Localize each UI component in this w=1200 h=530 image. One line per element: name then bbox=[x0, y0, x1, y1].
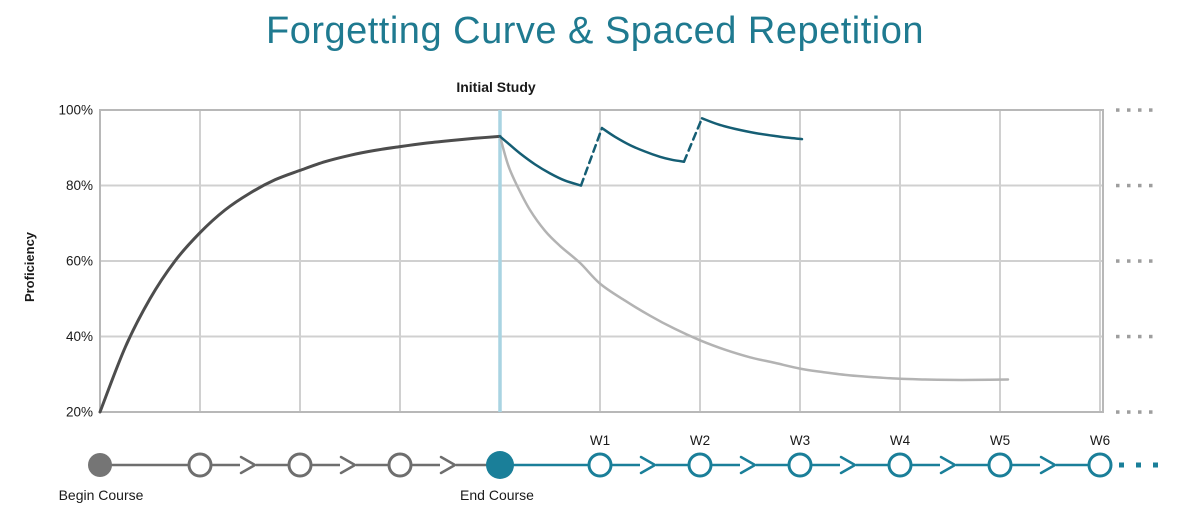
y-tick-label: 80% bbox=[66, 178, 93, 193]
y-tick-label: 60% bbox=[66, 254, 93, 269]
review-week-node bbox=[787, 452, 813, 478]
week-label: W6 bbox=[1090, 433, 1110, 448]
timeline-ellipsis-dot bbox=[1136, 462, 1141, 468]
course-session-node bbox=[287, 452, 313, 478]
course-session-node bbox=[187, 452, 213, 478]
timeline-ellipsis-dot bbox=[1153, 462, 1158, 468]
grid-dot bbox=[1116, 410, 1120, 414]
week-label: W2 bbox=[690, 433, 710, 448]
gridlines bbox=[100, 109, 1103, 413]
grid-dot bbox=[1149, 334, 1153, 339]
learning-curve bbox=[98, 134, 502, 414]
grid-dot bbox=[1149, 410, 1153, 414]
review-boost-dashed bbox=[579, 126, 604, 187]
chart-title: Forgetting Curve & Spaced Repetition bbox=[265, 10, 925, 52]
review-week-node bbox=[887, 452, 913, 478]
course-session-node bbox=[387, 452, 413, 478]
grid-dot bbox=[1127, 334, 1131, 339]
grid-dot bbox=[1127, 259, 1131, 263]
forgetting-curve bbox=[498, 135, 1010, 382]
grid-dot bbox=[1116, 183, 1120, 188]
chevron-arrow-icon bbox=[1039, 455, 1057, 475]
chevron-arrow-icon bbox=[939, 455, 957, 475]
end-course-node bbox=[486, 451, 514, 479]
grid-dot bbox=[1138, 334, 1142, 339]
chevron-arrow-icon bbox=[339, 455, 357, 475]
chevron-arrow-icon bbox=[739, 455, 757, 475]
grid-dot bbox=[1116, 259, 1120, 263]
week-label: W5 bbox=[990, 433, 1010, 448]
grid-dot bbox=[1138, 108, 1142, 112]
retention-decay-segment bbox=[600, 126, 686, 163]
review-week-node bbox=[1087, 452, 1113, 478]
y-tick-label: 20% bbox=[66, 405, 93, 420]
y-tick-label: 100% bbox=[58, 103, 93, 118]
spaced-repetition-curve bbox=[498, 117, 804, 187]
review-week-node bbox=[987, 452, 1013, 478]
grid-dot bbox=[1149, 183, 1153, 188]
end-course-label: End Course bbox=[460, 487, 534, 503]
grid-dot bbox=[1138, 183, 1142, 188]
week-label: W1 bbox=[590, 433, 610, 448]
review-week-node bbox=[587, 452, 613, 478]
week-label: W4 bbox=[890, 433, 911, 448]
chevron-arrow-icon bbox=[239, 455, 257, 475]
retention-decay-segment bbox=[700, 117, 804, 141]
grid-continuation-dots bbox=[1116, 108, 1153, 414]
week-label: W3 bbox=[790, 433, 810, 448]
grid-dot bbox=[1127, 410, 1131, 414]
y-tick-label: 40% bbox=[66, 329, 93, 344]
retention-decay-segment bbox=[498, 135, 583, 187]
grid-dot bbox=[1116, 334, 1120, 339]
grid-dot bbox=[1127, 183, 1131, 188]
grid-dot bbox=[1138, 410, 1142, 414]
begin-course-label: Begin Course bbox=[58, 487, 144, 503]
review-week-node bbox=[687, 452, 713, 478]
begin-course-node bbox=[88, 453, 112, 477]
grid-dot bbox=[1127, 108, 1131, 112]
timeline-ellipsis-dot bbox=[1119, 462, 1124, 468]
chevron-arrow-icon bbox=[839, 455, 857, 475]
grid-dot bbox=[1116, 108, 1120, 112]
course-timeline bbox=[88, 451, 1158, 479]
grid-dot bbox=[1138, 259, 1142, 263]
chevron-arrow-icon bbox=[439, 455, 457, 475]
grid-dot bbox=[1149, 108, 1153, 112]
grid-dot bbox=[1149, 259, 1153, 263]
plot-border bbox=[99, 109, 1104, 413]
chevron-arrow-icon bbox=[639, 455, 657, 475]
review-boost-dashed bbox=[682, 117, 704, 163]
initial-study-label: Initial Study bbox=[456, 79, 536, 95]
